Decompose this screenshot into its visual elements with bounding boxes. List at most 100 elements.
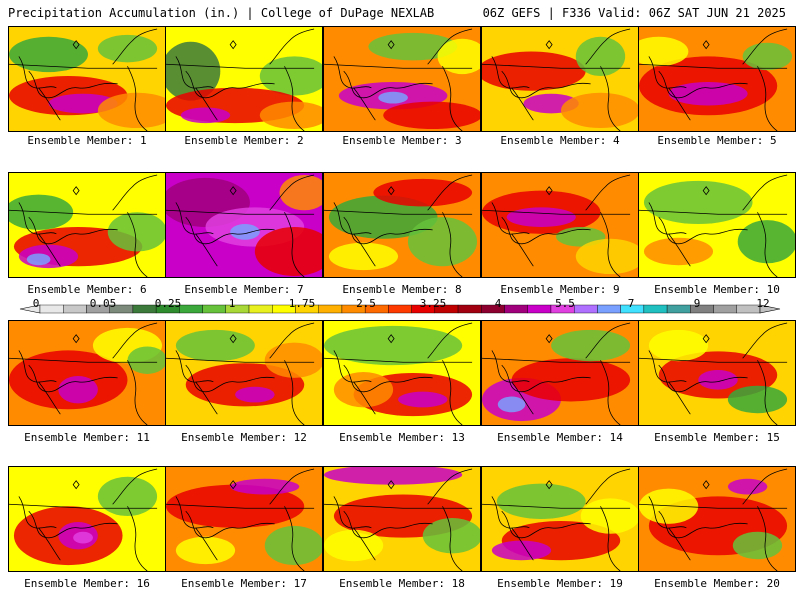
geographic-boundary-line (185, 510, 275, 539)
precip-contour-region (496, 483, 586, 519)
geographic-boundary-line (668, 233, 691, 267)
geographic-boundary-line (175, 496, 214, 529)
geographic-boundary-line (600, 360, 621, 425)
ensemble-member-map (638, 172, 796, 278)
geographic-boundary-line (648, 56, 687, 89)
precip-contour-region (185, 363, 305, 407)
precip-contour-region (328, 195, 438, 239)
color-scale-tick-label: 3.25 (419, 297, 447, 310)
precip-contour-region (648, 329, 709, 362)
station-marker-icon (387, 186, 395, 196)
color-scale-tick-label: 0.05 (89, 297, 117, 310)
station-marker-icon (229, 186, 237, 196)
geographic-boundary-line (442, 66, 463, 131)
geographic-boundary-line (668, 87, 691, 121)
station-marker-icon (72, 334, 80, 344)
geographic-boundary-line (427, 174, 473, 211)
color-scale-swatch (504, 304, 528, 314)
geographic-boundary-line (324, 209, 473, 215)
ensemble-member-map (165, 26, 323, 132)
station-marker-icon (387, 480, 395, 490)
geographic-boundary-line (639, 503, 788, 509)
geographic-boundary-line (648, 496, 687, 529)
color-scale-swatch (388, 304, 412, 314)
precip-contour-region (639, 36, 689, 67)
geographic-boundary-line (511, 381, 534, 415)
geographic-boundary-line (9, 209, 158, 215)
geographic-boundary-line (333, 496, 372, 529)
ensemble-member-label: Ensemble Member: 19 (497, 577, 623, 590)
color-scale-tick-label: 7 (627, 297, 635, 310)
geographic-boundary-line (482, 209, 631, 215)
color-scale-tick-label: 1 (228, 297, 236, 310)
geographic-boundary-line (38, 233, 61, 267)
precip-contour-region (264, 342, 322, 378)
color-scale-bar (19, 304, 781, 314)
geographic-boundary-line (28, 364, 118, 393)
geographic-boundary-line (166, 209, 315, 215)
geographic-boundary-line (175, 350, 214, 383)
precip-contour-region (97, 476, 158, 517)
precip-contour-region (668, 81, 748, 106)
color-scale-tick-label: 2.5 (356, 297, 376, 310)
geographic-boundary-line (112, 468, 158, 505)
geographic-boundary-line (501, 70, 591, 99)
precip-contour-region (107, 212, 165, 252)
geographic-boundary-line (185, 216, 275, 245)
precip-contour-region (166, 484, 305, 528)
station-marker-icon (545, 40, 553, 50)
ensemble-member-label: Ensemble Member: 8 (342, 283, 462, 296)
geographic-boundary-line (127, 360, 148, 425)
precip-contour-region (727, 385, 788, 414)
precip-contour-region (575, 238, 638, 275)
geographic-boundary-line (742, 468, 788, 505)
color-scale-swatch (179, 304, 203, 314)
color-scale-swatch (202, 304, 227, 314)
station-marker-icon (72, 480, 80, 490)
color-scale-swatch (597, 304, 621, 314)
geographic-boundary-line (38, 87, 61, 121)
precip-contour-region (180, 107, 231, 124)
ensemble-member-label: Ensemble Member: 6 (27, 283, 147, 296)
ensemble-member-map (8, 466, 166, 572)
geographic-boundary-line (353, 233, 376, 267)
geographic-boundary-line (639, 209, 788, 215)
geographic-boundary-line (353, 527, 376, 561)
ensemble-member-map (165, 320, 323, 426)
ensemble-member-map (323, 26, 481, 132)
ensemble-member-label: Ensemble Member: 4 (500, 134, 620, 147)
precip-contour-region (407, 217, 478, 267)
geographic-boundary-line (757, 360, 778, 425)
geographic-boundary-line (491, 56, 530, 89)
precip-contour-region (580, 498, 638, 534)
geographic-boundary-line (333, 202, 372, 235)
color-scale-tick-label: 9 (693, 297, 701, 310)
color-scale-swatch (63, 304, 87, 314)
station-marker-icon (545, 334, 553, 344)
ensemble-member-label: Ensemble Member: 17 (181, 577, 307, 590)
precip-contour-region (639, 488, 699, 524)
ensemble-member-label: Ensemble Member: 1 (27, 134, 147, 147)
geographic-boundary-line (343, 510, 433, 539)
geographic-boundary-line (195, 381, 218, 415)
ensemble-member-map (638, 466, 796, 572)
geographic-boundary-line (600, 212, 621, 277)
geographic-boundary-line (668, 381, 691, 415)
ensemble-member-map (638, 320, 796, 426)
geographic-boundary-line (9, 63, 158, 69)
station-marker-icon (545, 480, 553, 490)
geographic-boundary-line (269, 174, 315, 211)
ensemble-member-label: Ensemble Member: 13 (339, 431, 465, 444)
geographic-boundary-line (18, 56, 57, 89)
geographic-boundary-line (284, 506, 305, 571)
precip-contour-region (643, 237, 714, 266)
ensemble-member-label: Ensemble Member: 15 (654, 431, 780, 444)
geographic-boundary-line (343, 216, 433, 245)
geographic-boundary-line (127, 66, 148, 131)
geographic-boundary-line (343, 70, 433, 99)
ensemble-member-label: Ensemble Member: 11 (24, 431, 150, 444)
ensemble-member-map (165, 466, 323, 572)
color-scale-swatch (39, 304, 64, 314)
station-marker-icon (72, 40, 80, 50)
geographic-boundary-line (668, 527, 691, 561)
